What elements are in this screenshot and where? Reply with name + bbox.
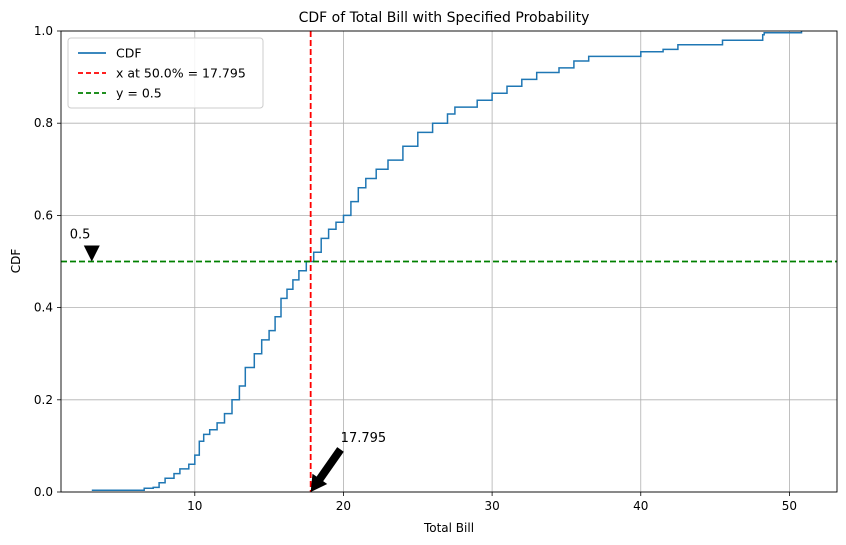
- x-tick-label: 50: [782, 499, 797, 513]
- chart-title: CDF of Total Bill with Specified Probabi…: [299, 10, 590, 26]
- x-tick-label: 10: [187, 499, 202, 513]
- legend-label: y = 0.5: [116, 86, 162, 101]
- y-tick-label: 0.2: [34, 393, 53, 407]
- plot-area-frame: [60, 30, 838, 493]
- y-axis-label: CDF: [9, 249, 23, 274]
- x-axis-label: Total Bill: [423, 521, 474, 535]
- annotation-label-median: 17.795: [341, 431, 387, 446]
- axis-ticks: 10 20 30 40 50 0.0 0.2 0.4 0.6 0.8 1.0: [34, 24, 797, 513]
- legend-box: [67, 37, 264, 109]
- x-tick-label: 30: [484, 499, 499, 513]
- cdf-step-line: [91, 31, 803, 491]
- legend: CDF x at 50.0% = 17.795 y = 0.5: [67, 37, 264, 109]
- x-tick-label: 40: [633, 499, 648, 513]
- annotation-label-probability: 0.5: [70, 228, 91, 243]
- annotation-arrow-shaft: [315, 447, 344, 483]
- annotations: 0.5 17.795: [70, 228, 387, 492]
- y-tick-label: 0.0: [34, 485, 53, 499]
- y-tick-label: 0.4: [34, 301, 53, 315]
- x-tick-label: 20: [336, 499, 351, 513]
- series-layer: [61, 31, 837, 492]
- y-tick-label: 0.6: [34, 208, 53, 222]
- y-tick-label: 0.8: [34, 116, 53, 130]
- annotation-arrow-down: [83, 245, 100, 262]
- annotation-arrow-diagonal: [310, 447, 344, 492]
- legend-label: CDF: [116, 46, 142, 61]
- legend-label: x at 50.0% = 17.795: [116, 66, 246, 81]
- annotation-arrow-head: [310, 473, 328, 492]
- y-tick-label: 1.0: [34, 24, 53, 38]
